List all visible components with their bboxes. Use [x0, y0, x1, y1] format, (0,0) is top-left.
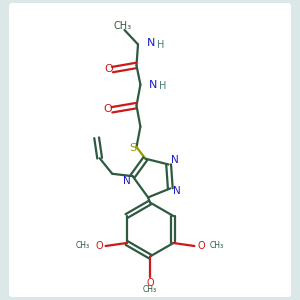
Text: N: N: [171, 155, 178, 165]
Text: CH₃: CH₃: [76, 241, 90, 250]
Text: H: H: [157, 40, 164, 50]
Text: CH₃: CH₃: [143, 285, 157, 294]
Text: N: N: [146, 38, 155, 48]
Text: O: O: [103, 104, 112, 115]
Text: O: O: [197, 241, 205, 251]
Text: CH₃: CH₃: [210, 241, 224, 250]
Text: O: O: [104, 64, 113, 74]
Text: O: O: [146, 278, 154, 288]
FancyBboxPatch shape: [9, 3, 291, 297]
Text: S: S: [129, 143, 137, 153]
Text: H: H: [159, 81, 166, 91]
Text: CH₃: CH₃: [114, 21, 132, 32]
Text: N: N: [123, 176, 131, 186]
Text: N: N: [173, 186, 181, 196]
Text: O: O: [95, 241, 103, 251]
Text: N: N: [149, 80, 157, 90]
